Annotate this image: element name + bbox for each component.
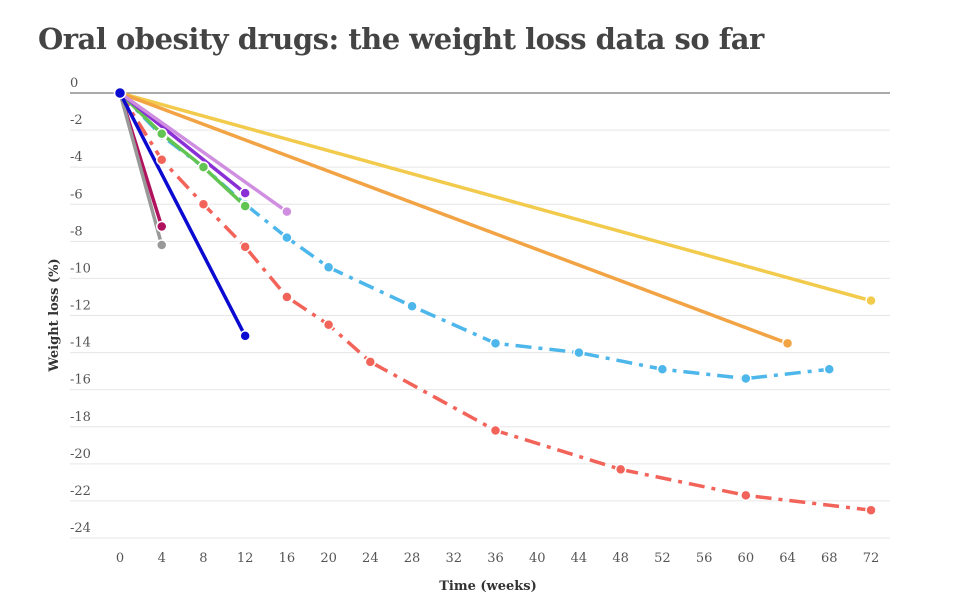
y-tick-label: -18 [70,410,91,425]
series-line-4 [118,91,247,208]
x-tick-label: 4 [158,551,166,566]
x-axis-label: Time (weeks) [439,579,537,594]
data-point [197,161,210,173]
data-point [239,187,251,199]
data-point [614,463,627,476]
series-line-8 [118,92,164,246]
y-tick-label: -20 [70,447,91,462]
data-point [573,346,585,359]
y-tick-label: -22 [70,484,91,499]
y-tick-label: -8 [70,224,83,239]
series-line-1 [119,91,789,345]
y-tick-label: -24 [70,521,91,536]
y-tick-label: -6 [70,187,83,202]
x-tick-label: 40 [529,551,546,566]
data-point [865,504,877,516]
data-point [155,128,168,140]
x-tick-label: 12 [237,551,254,566]
data-point [489,424,502,437]
series-line-2 [118,91,830,381]
data-point [781,337,794,350]
y-tick-label: -2 [70,113,83,128]
data-point [155,239,168,251]
y-tick-label: -4 [70,150,83,165]
x-tick-label: 52 [654,551,671,566]
x-tick-label: 20 [320,551,337,566]
data-point [239,330,251,342]
x-tick-label: 64 [779,551,796,566]
data-point [740,489,752,502]
x-tick-label: 56 [696,551,713,566]
x-tick-label: 32 [446,551,463,566]
x-tick-label: 48 [612,551,629,566]
x-tick-label: 28 [404,551,421,566]
x-tick-label: 24 [362,551,379,566]
x-tick-label: 16 [279,551,296,566]
series-line-0 [119,91,872,303]
data-point [281,205,293,218]
series-line-3 [118,92,872,512]
x-tick-label: 72 [863,551,880,566]
series-line-6 [118,91,288,214]
data-point [865,294,877,307]
x-tick-label: 68 [821,551,838,566]
data-point [489,337,502,350]
y-tick-label: 0 [70,76,78,91]
origin-point [113,86,127,100]
x-tick-label: 60 [738,551,755,566]
data-point [155,154,168,166]
y-tick-label: -14 [70,336,91,351]
data-point [197,198,210,210]
chart-title: Oral obesity drugs: the weight loss data… [38,22,764,56]
data-point [322,261,335,274]
data-point [239,200,251,212]
data-point [239,241,251,253]
y-tick-label: -10 [70,261,91,276]
x-tick-label: 44 [571,551,588,566]
x-tick-label: 36 [487,551,504,566]
data-point [322,319,335,331]
data-point [656,363,669,376]
y-axis-label: Weight loss (%) [47,258,62,372]
y-tick-label: -16 [70,373,91,388]
x-tick-label: 8 [199,551,207,566]
data-point [281,231,293,244]
data-point [740,372,752,385]
y-tick-label: -12 [70,299,91,314]
data-point [281,291,293,303]
x-tick-label: 0 [116,551,124,566]
data-point [155,220,168,233]
series-line-9 [118,92,247,337]
data-point [364,356,377,368]
data-point [823,363,836,376]
data-point [406,300,418,312]
